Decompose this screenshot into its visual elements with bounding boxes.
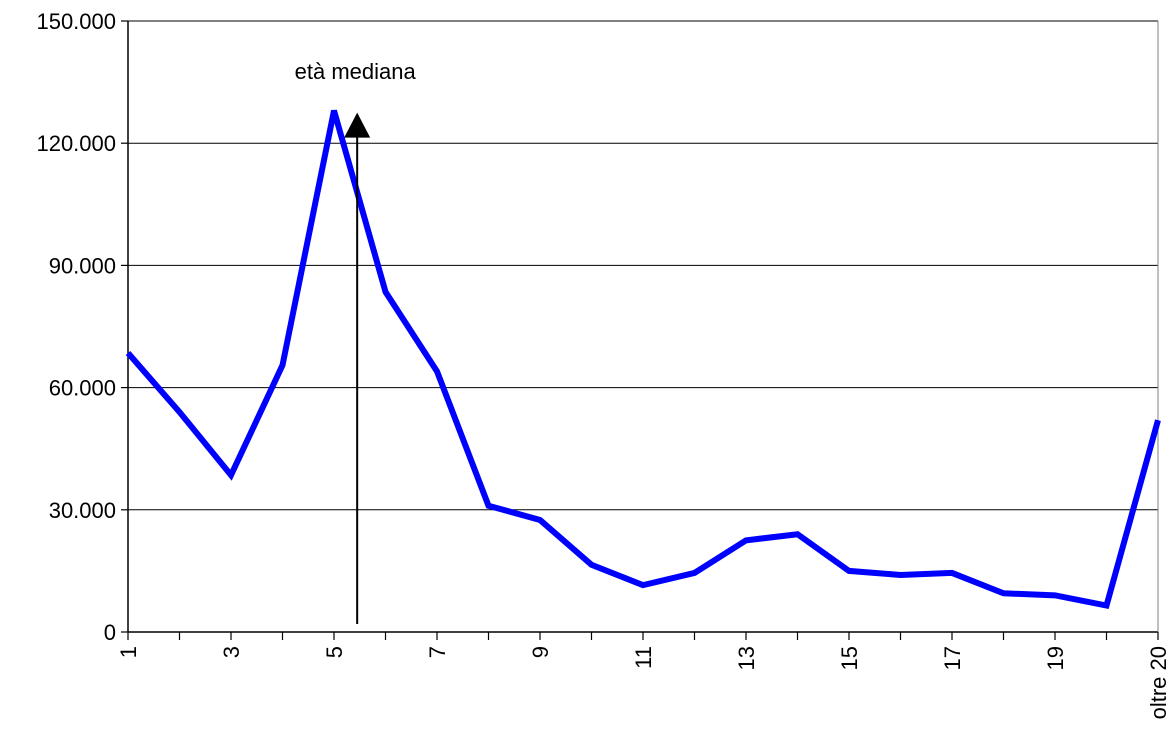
- x-tick-label: 9: [528, 646, 553, 658]
- x-tick-label: oltre 20: [1146, 646, 1171, 719]
- x-tick-label: 13: [734, 646, 759, 670]
- y-tick-label: 60.000: [49, 376, 116, 401]
- x-tick-label: 11: [631, 646, 656, 669]
- x-tick-label: 5: [322, 646, 347, 658]
- median-label: età mediana: [295, 59, 417, 84]
- y-tick-label: 90.000: [49, 253, 116, 278]
- x-tick-label: 15: [837, 646, 862, 670]
- y-tick-labels: 0 30.000 60.000 90.000 120.000 150.000: [36, 9, 116, 645]
- x-tick-labels: 1 3 5 7 9 11 13 15 17 19 oltre 20: [116, 646, 1171, 719]
- y-tick-label: 0: [104, 620, 116, 645]
- x-tick-label: 1: [116, 646, 141, 658]
- series-line: [125, 109, 1161, 610]
- x-tick-label: 17: [940, 646, 965, 670]
- axes: [121, 20, 1159, 640]
- x-tick-label: 3: [219, 646, 244, 658]
- series: [125, 109, 1161, 610]
- x-tick-label: 7: [425, 646, 450, 658]
- y-tick-label: 30.000: [49, 498, 116, 523]
- y-tick-label: 120.000: [36, 131, 116, 156]
- median-arrow-head: [344, 112, 371, 138]
- gridlines: [128, 20, 1158, 511]
- x-tick-label: 19: [1043, 646, 1068, 670]
- y-tick-label: 150.000: [36, 9, 116, 34]
- annotations: età mediana: [295, 59, 417, 624]
